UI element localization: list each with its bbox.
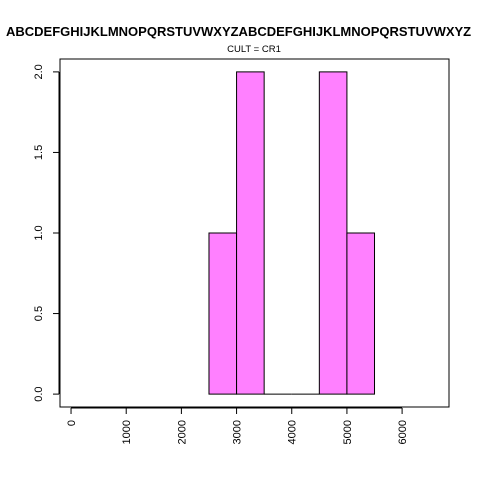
y-tick-label-1: 0.5 [33, 306, 45, 321]
x-tick-label-6: 6000 [397, 420, 409, 444]
bars-group [208, 71, 376, 395]
x-tick-label-3: 3000 [232, 420, 244, 444]
histogram-bar-4 [318, 71, 348, 395]
x-tick-label-4: 4000 [287, 420, 299, 444]
x-tick-label-5: 5000 [342, 420, 354, 444]
x-tick-label-2: 2000 [176, 420, 188, 444]
x-axis: 0 1000 2000 3000 4000 5000 6000 [66, 407, 409, 444]
chart-title: ABCDEFGHIJKLMNOPQRSTUVWXYZABCDEFGHIJKLMN… [6, 24, 471, 39]
y-tick-label-0: 0.0 [33, 386, 45, 401]
chart-subtitle: CULT = CR1 [227, 44, 281, 55]
histogram-bar-1 [236, 71, 265, 395]
y-tick-label-3: 1.5 [33, 145, 45, 160]
plot-frame [59, 58, 450, 408]
y-tick-label-2: 1.0 [33, 225, 45, 240]
y-axis: 0.0 0.5 1.0 1.5 2.0 [33, 64, 60, 402]
x-tick-label-1: 1000 [121, 420, 133, 444]
histogram-bar-0 [208, 232, 238, 395]
histogram-bar-5 [346, 232, 376, 395]
y-tick-label-4: 2.0 [33, 64, 45, 79]
x-tick-label-0: 0 [66, 420, 78, 426]
